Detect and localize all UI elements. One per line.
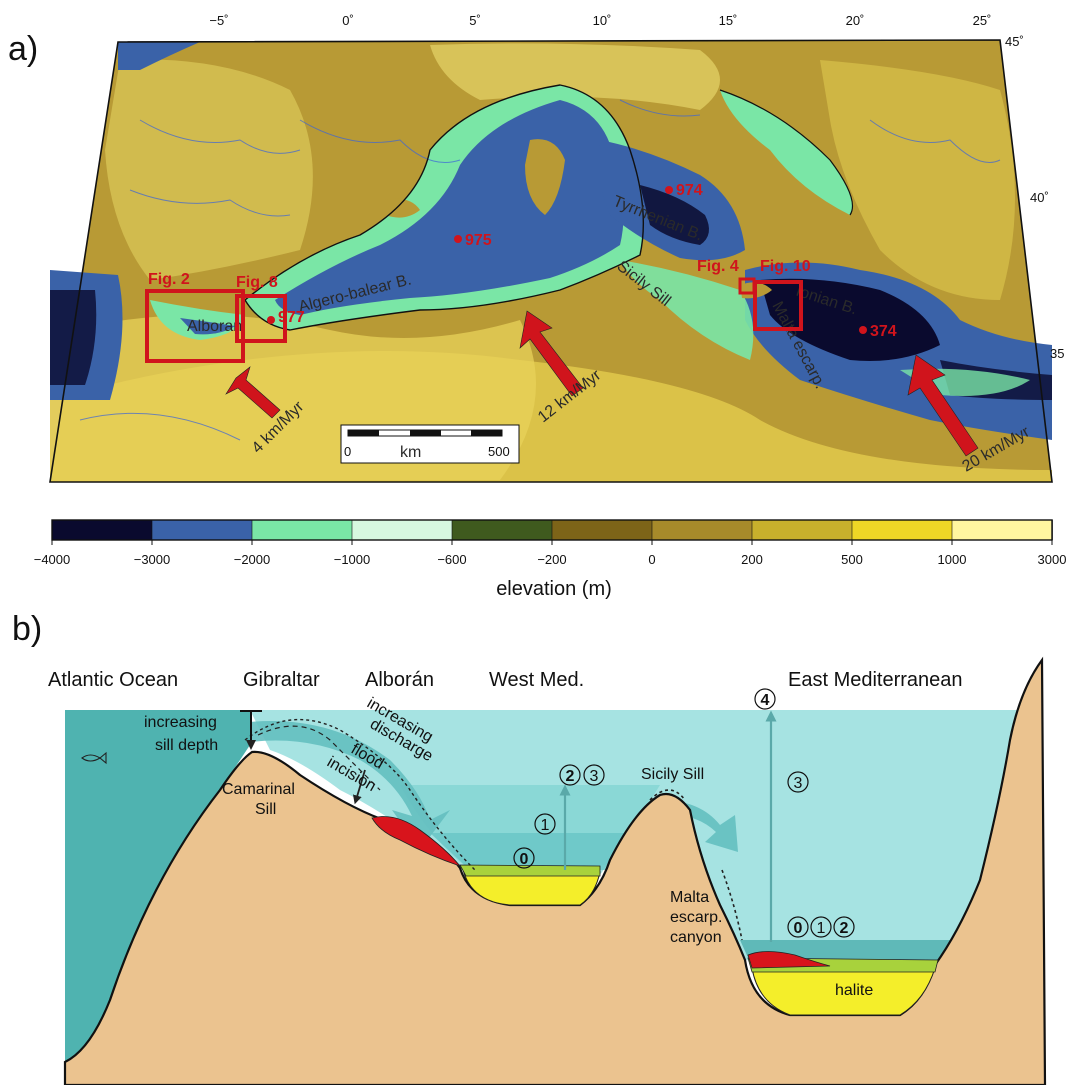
camarinal-line1: Camarinal (222, 781, 295, 798)
longitude-ticks: −5˚ 0˚ 5˚ 10˚ 15˚ 20˚ 25˚ (209, 13, 991, 28)
colorbar-tick-label: −200 (537, 552, 566, 567)
colorbar-tick-label: −600 (437, 552, 466, 567)
colorbar-swatch (751, 519, 853, 541)
label-alboran: Alboran (187, 318, 242, 335)
colorbar-tick-label: 1000 (938, 552, 967, 567)
lat-tick: 40˚ (1030, 190, 1049, 205)
colorbar-swatch (651, 519, 753, 541)
colorbar-tick-label: 200 (741, 552, 763, 567)
colorbar-swatch (551, 519, 653, 541)
colorbar-swatch (51, 519, 153, 541)
stage-west-3: 3 (590, 768, 599, 785)
label-gibraltar: Gibraltar (243, 669, 320, 691)
colorbar: −4000 −3000 −2000 −1000 −600 −200 0 200 500 1000 3… (34, 519, 1067, 600)
lon-tick: 25˚ (973, 13, 992, 28)
scale-start: 0 (344, 444, 351, 459)
site-975-label: 975 (465, 232, 492, 249)
stage-markers: 0 1 2 3 0 1 2 3 4 (513, 688, 855, 938)
colorbar-tick-label: −3000 (134, 552, 171, 567)
colorbar-swatch (951, 519, 1053, 541)
sicily-sill-label: Sicily Sill (641, 766, 704, 783)
fish-icon (81, 751, 107, 765)
lon-tick: 20˚ (846, 13, 865, 28)
stage-west-1: 1 (541, 817, 550, 834)
site-374-label: 374 (870, 323, 897, 340)
lon-tick: 15˚ (719, 13, 738, 28)
panel-b-label: b) (12, 610, 42, 648)
stage-east-3: 3 (794, 775, 803, 792)
lon-tick: 10˚ (593, 13, 612, 28)
scale-end: 500 (488, 444, 510, 459)
lon-tick: 5˚ (469, 13, 481, 28)
fig2-label: Fig. 2 (148, 271, 190, 288)
colorbar-tick-label: −1000 (334, 552, 371, 567)
med-water (250, 710, 1017, 965)
sill-depth-line2: sill depth (155, 737, 218, 754)
fig8-box (235, 294, 287, 343)
colorbar-swatch (151, 519, 253, 541)
lon-tick: −5˚ (209, 13, 228, 28)
stage-east-2: 2 (840, 920, 849, 937)
latitude-ticks: 45˚ 40˚ 35 (1005, 34, 1064, 361)
colorbar-tick-label: 3000 (1038, 552, 1067, 567)
discharge-arrow (250, 721, 450, 850)
colorbar-swatch (851, 519, 953, 541)
label-alboran-b: Alborán (365, 669, 434, 691)
label-atlantic: Atlantic Ocean (48, 669, 178, 691)
label-east-med: East Mediterranean (788, 669, 963, 691)
cross-section (63, 656, 1047, 1085)
label-west-med: West Med. (489, 669, 584, 691)
site-374-marker (859, 326, 867, 334)
stage-east-1: 1 (817, 920, 826, 937)
colorbar-ticks: −4000 −3000 −2000 −1000 −600 −200 0 200 500 1000 3… (34, 540, 1067, 567)
fig10-label: Fig. 10 (760, 258, 811, 275)
panel-a-label: a) (8, 30, 38, 68)
stage-west-0: 0 (520, 851, 529, 868)
fig10-box (753, 280, 803, 331)
halite-label: halite (835, 982, 873, 999)
malta-line3: canyon (670, 929, 722, 946)
stage-east-0: 0 (794, 920, 803, 937)
colorbar-title: elevation (m) (496, 578, 612, 600)
sill-depth-line1: increasing (144, 714, 217, 731)
site-977-marker (267, 316, 275, 324)
colorbar-tick-label: 0 (648, 552, 655, 567)
colorbar-swatch (351, 519, 453, 541)
fig4-label: Fig. 4 (697, 258, 739, 275)
malta-line2: escarp. (670, 909, 722, 926)
colorbar-swatch (251, 519, 353, 541)
colorbar-swatch (451, 519, 553, 541)
lat-tick: 45˚ (1005, 34, 1024, 49)
colorbar-tick-label: −2000 (234, 552, 271, 567)
colorbar-tick-label: −4000 (34, 552, 71, 567)
site-977-label: 977 (278, 309, 305, 326)
scale-bar: 0 km 500 (340, 424, 520, 464)
colorbar-swatches (51, 519, 1053, 541)
lon-tick: 0˚ (342, 13, 354, 28)
seafloor-profile (63, 656, 1047, 1085)
colorbar-tick-label: 500 (841, 552, 863, 567)
fig8-label: Fig. 8 (236, 274, 278, 291)
site-975-marker (454, 235, 462, 243)
stage-east-4: 4 (761, 692, 770, 709)
scale-unit: km (400, 444, 421, 461)
malta-line1: Malta (670, 889, 709, 906)
lat-tick: 35 (1050, 346, 1064, 361)
site-974-label: 974 (676, 182, 703, 199)
fig2-box (145, 289, 245, 363)
stage-west-2: 2 (566, 768, 575, 785)
site-974-marker (665, 186, 673, 194)
camarinal-line2: Sill (255, 801, 276, 818)
